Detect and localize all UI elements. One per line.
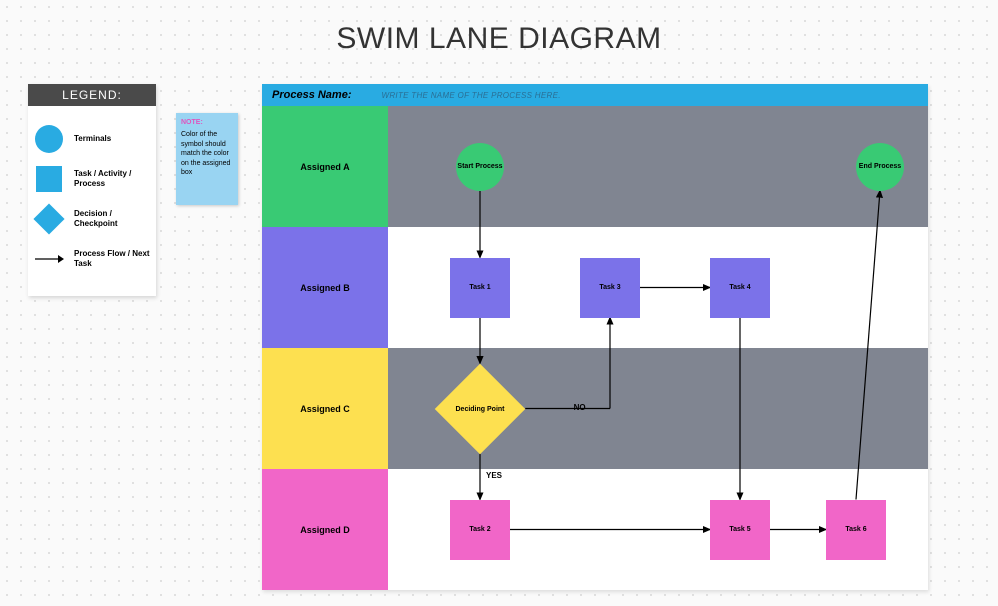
process-name-label: Process Name: (272, 89, 352, 101)
node-label: Task 2 (469, 526, 490, 533)
legend-item-terminals: Terminals (34, 124, 150, 154)
swimlane-diagram: Process Name: WRITE THE NAME OF THE PROC… (262, 84, 928, 590)
legend-item-decision: Decision / Checkpoint (34, 204, 150, 234)
node-label: Task 1 (469, 284, 490, 291)
legend-item-task: Task / Activity / Process (34, 164, 150, 194)
node-end: End Process (856, 143, 904, 191)
edge-label: NO (574, 403, 586, 412)
diamond-icon (33, 203, 64, 234)
node-label: Task 3 (599, 284, 620, 291)
node-task5: Task 5 (710, 500, 770, 560)
node-task4: Task 4 (710, 258, 770, 318)
node-label: End Process (859, 163, 901, 170)
arrow-icon (34, 253, 64, 265)
flow-area: Start Process End Process Task 1 Task 3 Task… (388, 106, 928, 590)
lane-label: Assigned B (262, 227, 388, 348)
page-title: SWIM LANE DIAGRAM (0, 22, 998, 56)
node-label: Task 5 (729, 526, 750, 533)
legend-item-flow: Process Flow / Next Task (34, 244, 150, 274)
legend-label: Task / Activity / Process (74, 169, 150, 190)
node-task2: Task 2 (450, 500, 510, 560)
process-name-bar: Process Name: WRITE THE NAME OF THE PROC… (262, 84, 928, 106)
lane-label: Assigned C (262, 348, 388, 469)
process-name-placeholder: WRITE THE NAME OF THE PROCESS HERE. (382, 91, 561, 100)
lane-label: Assigned A (262, 106, 388, 227)
node-task1: Task 1 (450, 258, 510, 318)
node-task6: Task 6 (826, 500, 886, 560)
node-label: Task 4 (729, 284, 750, 291)
legend-header: LEGEND: (28, 84, 156, 106)
lane-label: Assigned D (262, 469, 388, 590)
node-label: Task 6 (845, 526, 866, 533)
legend-label: Decision / Checkpoint (74, 209, 150, 230)
node-decide: Deciding Point (435, 363, 526, 454)
note-card: NOTE: Color of the symbol should match t… (176, 113, 238, 205)
square-icon (36, 166, 62, 192)
legend-panel: LEGEND: Terminals Task / Activity / Proc… (28, 84, 156, 296)
node-label: Start Process (457, 163, 502, 170)
node-task3: Task 3 (580, 258, 640, 318)
note-label: NOTE: (181, 118, 233, 127)
node-start: Start Process (456, 143, 504, 191)
node-label: Deciding Point (456, 405, 505, 412)
lanes-container: Assigned AAssigned BAssigned CAssigned D… (262, 106, 928, 590)
circle-icon (35, 125, 63, 153)
legend-label: Terminals (74, 134, 111, 144)
edge-label: YES (486, 471, 502, 480)
legend-label: Process Flow / Next Task (74, 249, 150, 270)
note-text: Color of the symbol should match the col… (181, 130, 233, 177)
